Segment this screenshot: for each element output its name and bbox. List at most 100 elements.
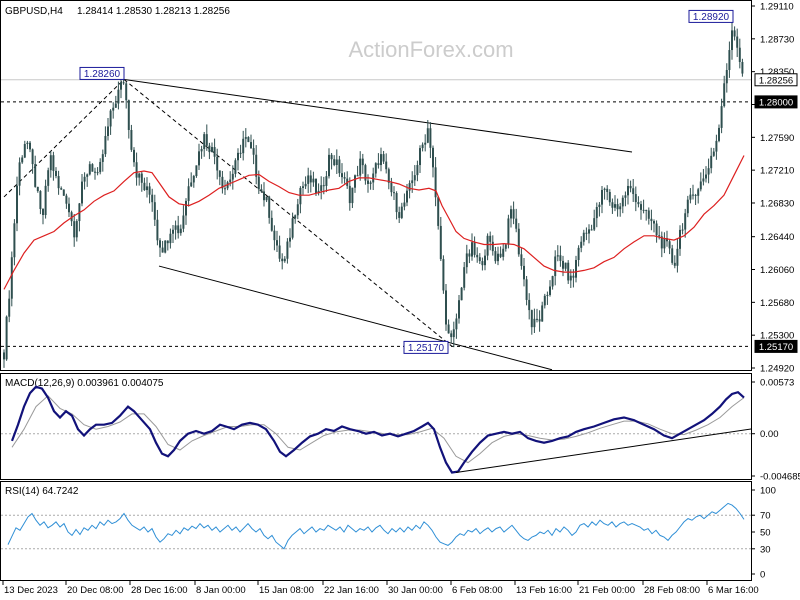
candle-body — [611, 202, 614, 208]
candle-body — [335, 159, 338, 166]
candle-body — [263, 191, 265, 201]
candle-body — [595, 207, 598, 219]
candle-body — [47, 170, 50, 186]
candle-body — [112, 107, 115, 111]
candle-body — [322, 185, 325, 187]
price-marker-box — [688, 9, 734, 23]
price-marker-box — [79, 66, 125, 80]
candle-body — [304, 183, 307, 187]
candle-body — [705, 174, 707, 179]
candle-body — [536, 318, 538, 320]
candle-body — [686, 199, 689, 214]
macd-axis-label: 0.00 — [760, 429, 779, 440]
candle-body — [328, 154, 330, 177]
candle-body — [159, 240, 161, 248]
candle-body — [99, 161, 102, 173]
price-axis-label: 1.26830 — [760, 198, 794, 209]
candle-body — [10, 257, 13, 299]
candle-body — [252, 148, 255, 155]
candle-body — [21, 157, 24, 163]
candle-body — [151, 194, 154, 203]
candle-body — [569, 275, 572, 281]
candle-body — [736, 36, 739, 48]
label-layer: 1.28920 1.28260 1.25170 1.25170 1.28000 1.282… — [79, 9, 798, 354]
candle-body — [416, 165, 419, 176]
candle-body — [192, 176, 195, 183]
candle-body — [476, 254, 479, 258]
candle-body — [107, 126, 109, 136]
macd-title: MACD(12,26,9) 0.003961 0.004075 — [5, 378, 164, 389]
candle-body — [36, 186, 39, 192]
candle-body — [681, 229, 684, 231]
candle-body — [44, 185, 47, 216]
candle-body — [57, 176, 60, 189]
candle-body — [247, 137, 250, 143]
candle-body — [538, 319, 541, 322]
candle-body — [387, 169, 390, 183]
candle-body — [213, 147, 216, 157]
candle-body — [143, 182, 146, 191]
candle-body — [140, 173, 143, 183]
candle-body — [96, 172, 99, 174]
candle-body — [543, 295, 546, 306]
macd-panel-frame — [0, 373, 752, 480]
candle-body — [731, 30, 733, 51]
candle-body — [572, 275, 575, 278]
candle-body — [273, 230, 276, 241]
candle-body — [484, 255, 486, 266]
candle-body — [429, 128, 432, 148]
candle-body — [684, 213, 687, 230]
candle-body — [606, 188, 609, 193]
candle-body — [481, 261, 484, 266]
candle-body — [23, 144, 26, 158]
candle-body — [723, 83, 726, 107]
candle-body — [694, 194, 697, 196]
candle-body — [408, 183, 411, 191]
candle-body — [450, 333, 453, 338]
candle-body — [546, 294, 549, 296]
candle-body — [614, 204, 616, 208]
time-axis-label: 6 Feb 08:00 — [452, 585, 503, 596]
candle-body — [291, 218, 294, 238]
candle-body — [231, 173, 234, 180]
candle-body — [640, 204, 642, 210]
candle-body — [699, 181, 702, 190]
candle-body — [434, 167, 437, 198]
price-axis-label: 1.26440 — [760, 232, 794, 243]
candle-body — [458, 300, 460, 319]
candle-body — [411, 180, 414, 184]
candle-body — [642, 209, 645, 211]
candle-body — [172, 229, 174, 234]
candle-body — [226, 182, 229, 189]
candle-body — [361, 158, 364, 166]
level-price-tag-label: 1.28000 — [759, 97, 793, 108]
candle-body — [367, 180, 369, 184]
candle-body — [468, 253, 471, 257]
candle-body — [270, 217, 273, 231]
candle-body — [715, 140, 718, 152]
candle-body — [445, 290, 447, 325]
candle-body — [13, 223, 16, 258]
candle-body — [187, 186, 190, 201]
candle-body — [244, 137, 247, 139]
candle-body — [216, 156, 219, 171]
candle-body — [653, 221, 655, 224]
candle-body — [575, 259, 577, 278]
candle-body — [5, 316, 8, 360]
candle-body — [530, 310, 533, 328]
candle-body — [205, 134, 208, 146]
candle-body — [478, 257, 481, 262]
candle-body — [42, 208, 44, 216]
candle-body — [491, 241, 494, 252]
candle-body — [442, 259, 445, 291]
candle-body — [166, 240, 169, 244]
candle-body — [343, 177, 346, 179]
price-layer — [1, 21, 751, 371]
candle-body — [369, 182, 372, 184]
candle-body — [494, 251, 497, 262]
time-axis-label: 6 Mar 16:00 — [708, 585, 759, 596]
candle-body — [109, 110, 112, 127]
candle-body — [497, 253, 499, 262]
